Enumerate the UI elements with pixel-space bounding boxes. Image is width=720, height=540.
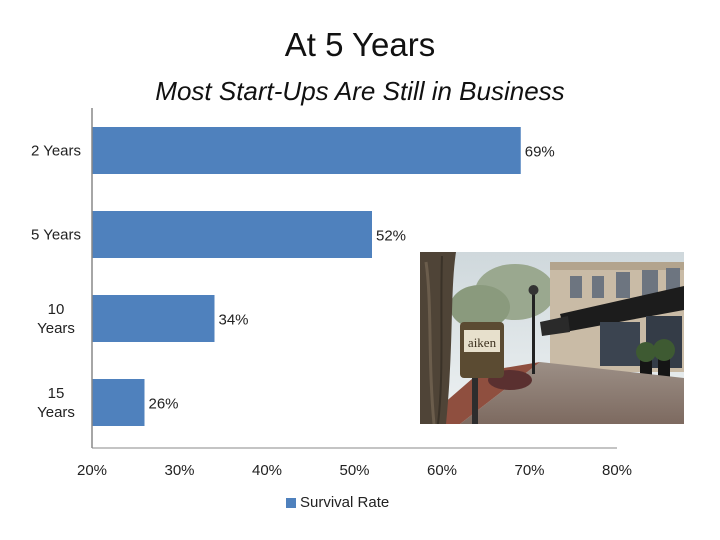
data-label: 34% (219, 312, 249, 329)
bar-3 (92, 295, 215, 342)
bar-4 (92, 379, 145, 426)
x-tick-label: 20% (77, 462, 107, 479)
x-tick-label: 60% (427, 462, 457, 479)
bar-2 (92, 211, 372, 258)
bar-1 (92, 127, 521, 174)
category-label: 15 (48, 385, 65, 402)
category-label: 10 (48, 301, 65, 318)
category-label: Years (37, 320, 75, 337)
chart-title: At 5 Years (284, 26, 436, 63)
chart-subtitle: Most Start-Ups Are Still in Business (155, 76, 565, 106)
legend: Survival Rate (286, 494, 389, 511)
x-tick-label: 70% (514, 462, 544, 479)
x-tick-label: 40% (252, 462, 282, 479)
data-label: 26% (149, 396, 179, 413)
x-tick-label: 50% (339, 462, 369, 479)
sign-text: aiken (468, 335, 497, 350)
legend-label: Survival Rate (300, 494, 390, 511)
category-label: 2 Years (31, 143, 81, 160)
street-scene-photo: aiken (420, 252, 684, 424)
x-tick-label: 30% (164, 462, 194, 479)
data-label: 52% (376, 228, 406, 245)
data-label: 69% (525, 144, 555, 161)
x-tick-label: 80% (602, 462, 632, 479)
category-label: 5 Years (31, 227, 81, 244)
legend-swatch (286, 497, 296, 508)
category-label: Years (37, 404, 75, 421)
